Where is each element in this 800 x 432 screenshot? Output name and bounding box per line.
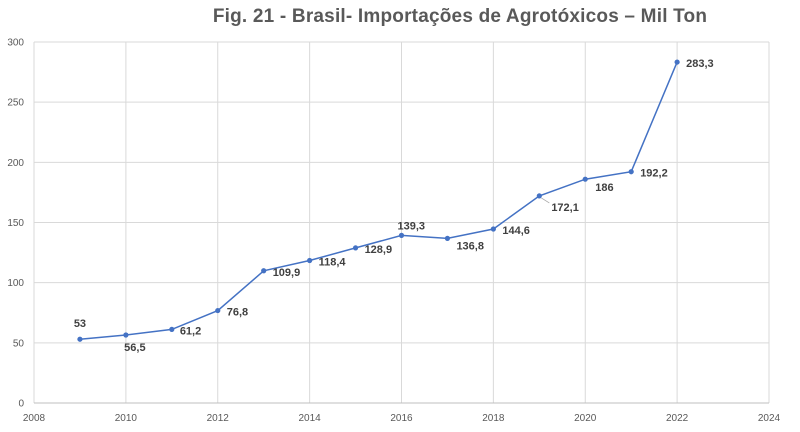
data-label: 283,3 <box>686 58 714 70</box>
y-tick-label: 300 <box>7 38 24 49</box>
data-point <box>307 257 313 264</box>
x-tick-label: 2018 <box>482 413 505 424</box>
data-label: 118,4 <box>319 257 347 269</box>
x-tick-label: 2022 <box>666 413 689 424</box>
data-point <box>582 176 588 182</box>
data-point <box>628 169 634 175</box>
data-point <box>398 232 405 238</box>
data-label: 128,9 <box>365 244 393 256</box>
y-tick-label: 250 <box>7 98 24 109</box>
data-label: 53 <box>74 318 86 330</box>
data-label: 109,9 <box>273 267 301 279</box>
x-tick-label: 2012 <box>207 413 230 424</box>
x-tick-label: 2010 <box>115 413 138 424</box>
series-line <box>79 61 678 340</box>
data-point <box>490 226 496 232</box>
x-tick-label: 2008 <box>23 413 46 424</box>
data-label: 56,5 <box>124 342 145 354</box>
data-point <box>674 59 680 65</box>
data-point <box>261 268 267 274</box>
data-point <box>77 336 83 342</box>
data-label: 144,6 <box>502 225 530 237</box>
data-label: 136,8 <box>456 240 484 252</box>
x-tick-label: 2014 <box>299 413 322 424</box>
y-tick-label: 150 <box>7 218 24 229</box>
data-point <box>215 307 221 314</box>
data-label: 139,3 <box>398 220 426 232</box>
y-tick-label: 100 <box>7 278 24 289</box>
data-point <box>123 332 129 338</box>
data-label: 172,1 <box>551 202 579 214</box>
y-tick-label: 200 <box>7 158 24 169</box>
data-point <box>444 235 451 241</box>
data-point <box>536 193 542 199</box>
data-point <box>169 326 175 332</box>
chart-title: Fig. 21 - Brasil- Importações de Agrotóx… <box>212 6 708 27</box>
x-tick-label: 2024 <box>758 413 781 424</box>
y-tick-label: 0 <box>18 399 24 410</box>
x-tick-label: 2020 <box>574 413 597 424</box>
data-point <box>352 245 359 251</box>
data-label: 76,8 <box>227 307 248 319</box>
y-tick-label: 50 <box>13 338 25 349</box>
label-leader-line <box>541 197 550 204</box>
data-label: 192,2 <box>640 168 668 180</box>
x-tick-label: 2016 <box>390 413 413 424</box>
data-label: 61,2 <box>180 325 201 337</box>
data-label: 186 <box>595 182 613 194</box>
